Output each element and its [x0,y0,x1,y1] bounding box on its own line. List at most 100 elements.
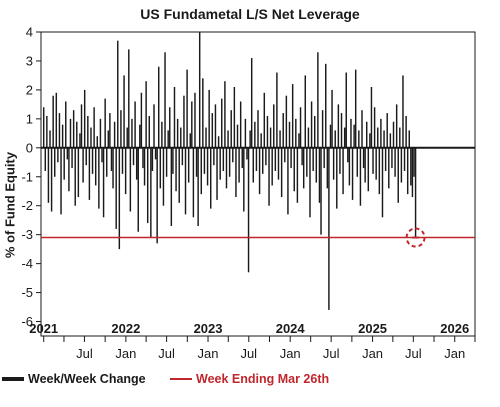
bar [252,147,254,183]
bar [268,147,270,206]
bar [170,147,173,226]
bar [206,147,209,186]
bar [142,147,144,169]
bar [299,107,302,148]
bar [55,92,58,148]
highlight-circle [405,227,426,248]
bar [358,130,360,148]
bar [60,147,62,215]
bar [120,110,122,148]
bar [169,107,171,148]
bar [121,147,124,174]
legend-item-weekly-change: Week/Week Change [2,372,146,386]
y-tick-label: -6 [21,314,33,329]
bar [139,124,141,148]
bar [243,147,245,212]
bar [98,147,100,209]
year-label: 2022 [111,321,140,336]
legend: Week/Week Change Week Ending Mar 26th [0,372,500,392]
bar [378,147,381,195]
bar [389,133,392,148]
bar [176,118,179,148]
bar [370,87,373,148]
bar [192,147,195,218]
bar [129,147,132,212]
bar [367,147,370,192]
bar [195,147,198,177]
bar [156,147,158,244]
y-tick-label: 0 [26,140,33,155]
bar [74,147,76,206]
bar [161,121,163,148]
bar [244,118,247,148]
bar [331,89,333,148]
bar [178,147,180,203]
y-tick-label: -5 [21,285,33,300]
x-tick-label: Jul [240,346,257,361]
bar [339,147,341,174]
bar [391,147,393,169]
bar [298,133,300,148]
bar [82,147,84,183]
year-label: 2026 [440,321,469,336]
bar [124,147,127,195]
bar [189,133,191,148]
bar [246,147,248,160]
bar [203,147,206,174]
bar [91,147,94,174]
bar [71,147,73,169]
bar [222,147,225,171]
bar [184,147,187,215]
bar [221,98,223,148]
bar [342,147,344,195]
x-tick-label: Jan [198,346,219,361]
bar [312,147,314,171]
bar [340,113,343,148]
bar [271,147,273,186]
bar [345,72,347,148]
bar [216,147,218,200]
bar [113,121,116,148]
bar [126,127,128,148]
bar [369,133,371,148]
bar [388,147,390,189]
bar [132,147,135,166]
bar [326,147,329,189]
bar [386,113,388,148]
bar [348,147,351,186]
year-label: 2023 [194,321,223,336]
bar [118,147,121,250]
bar [94,147,97,186]
bar [42,107,45,148]
bar [134,101,136,148]
bar [296,147,299,203]
y-tick-label: 3 [26,53,33,68]
bar [273,104,275,148]
bar [109,113,111,148]
bar [102,147,105,218]
bar [356,147,358,177]
bar [238,147,240,183]
bar [128,49,130,148]
bar [381,147,384,218]
year-label: 2024 [276,321,306,336]
bar [362,147,365,169]
bar [107,130,110,148]
bar [309,147,311,218]
bar [173,87,176,148]
bar [46,115,48,148]
bar [187,147,190,183]
bar [410,147,412,186]
bar [359,147,362,206]
bar [343,127,346,148]
bar [65,101,67,148]
bar [314,115,316,148]
bar [400,147,403,183]
bar [115,147,117,229]
bar [373,107,376,148]
bar [284,147,286,163]
bar [198,32,201,148]
bar [337,104,340,148]
bar [293,147,295,192]
